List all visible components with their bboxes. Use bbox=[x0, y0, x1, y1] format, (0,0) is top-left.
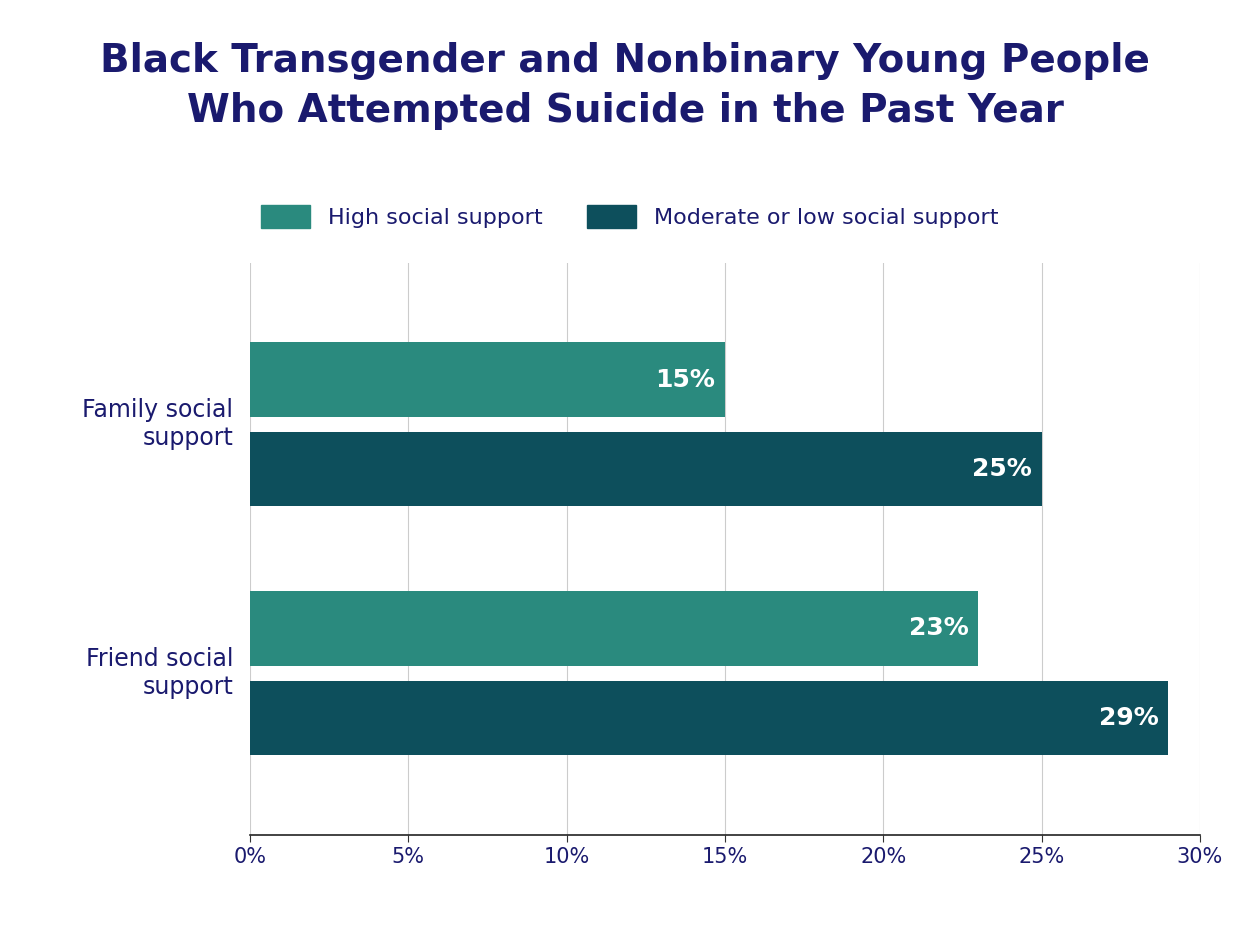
Legend: High social support, Moderate or low social support: High social support, Moderate or low soc… bbox=[261, 205, 998, 228]
Text: Black Transgender and Nonbinary Young People
Who Attempted Suicide in the Past Y: Black Transgender and Nonbinary Young Pe… bbox=[100, 42, 1150, 130]
Bar bbox=[250, 342, 725, 416]
Text: 23%: 23% bbox=[909, 616, 969, 641]
Text: 25%: 25% bbox=[972, 457, 1032, 481]
Text: 15%: 15% bbox=[656, 368, 715, 391]
Bar bbox=[250, 681, 1169, 755]
Bar bbox=[250, 591, 979, 666]
Text: 29%: 29% bbox=[1099, 706, 1159, 730]
Bar bbox=[250, 431, 1041, 507]
